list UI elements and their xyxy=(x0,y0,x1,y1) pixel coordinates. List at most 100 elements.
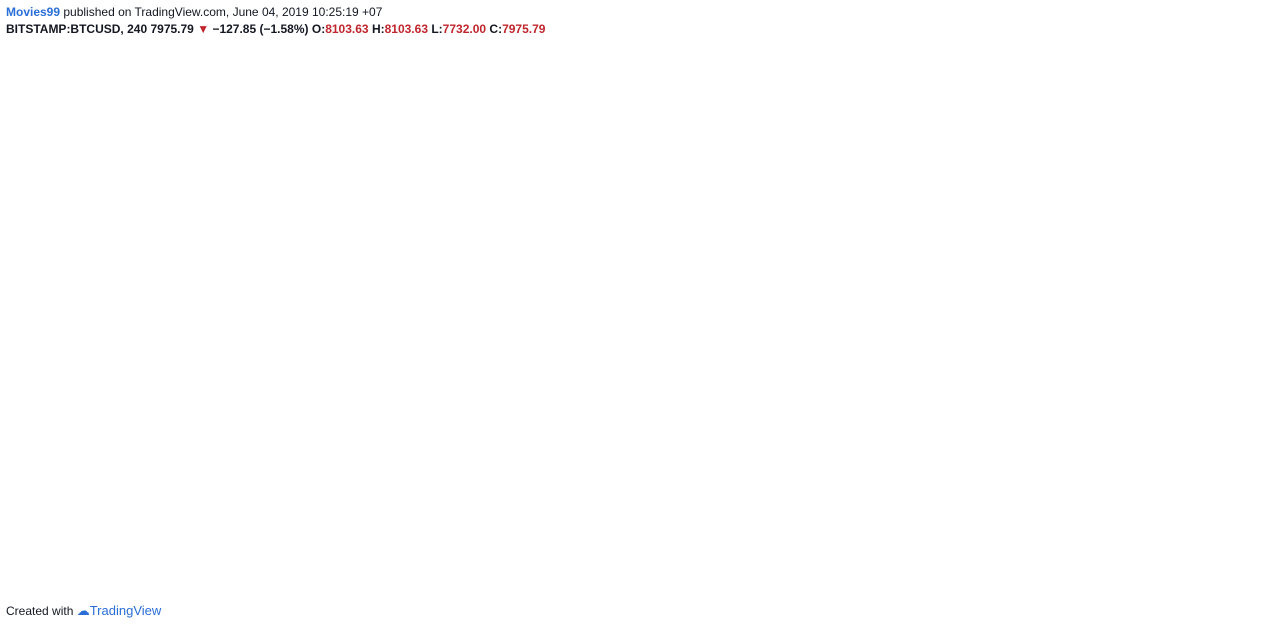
volume-bar xyxy=(296,557,300,564)
candle-body xyxy=(411,372,415,391)
candle-body xyxy=(396,337,399,343)
volume-bar xyxy=(195,553,198,564)
candle-body xyxy=(692,283,696,299)
candle-body xyxy=(458,419,462,430)
candle-body xyxy=(583,355,586,357)
fib-level-label: 1.618(11294.82) xyxy=(610,46,690,58)
candle-body xyxy=(758,304,762,311)
candle-body xyxy=(166,562,169,565)
volume-bar xyxy=(421,546,424,564)
volume-bar xyxy=(577,538,580,564)
candle-body xyxy=(64,567,68,573)
volume-bar xyxy=(327,537,331,564)
volume-bar xyxy=(780,516,783,564)
candle-body xyxy=(84,569,87,572)
candle-body xyxy=(509,369,512,376)
candle-body xyxy=(641,296,645,299)
candle-body xyxy=(579,356,582,358)
candle-body xyxy=(310,481,313,487)
price-badge-label: 8476.10 xyxy=(1213,309,1250,320)
author-name[interactable]: Movies99 xyxy=(6,5,61,19)
volume-bar xyxy=(674,556,678,564)
volume-bar xyxy=(429,541,432,564)
price-badge-label: 3.872K xyxy=(1213,506,1246,517)
candle-body xyxy=(649,293,653,298)
candle-body xyxy=(688,283,692,288)
tradingview-brand[interactable]: TradingView xyxy=(89,603,162,618)
y-tick-label: 10800.00 xyxy=(1213,99,1255,110)
y-tick-label: 10000.00 xyxy=(1213,173,1255,184)
wave-label: 4 xyxy=(417,532,425,548)
candle-body xyxy=(259,535,263,539)
candle-body xyxy=(567,360,571,369)
symbol-label: BITSTAMP:BTCUSD, 240 xyxy=(6,22,148,36)
volume-bar xyxy=(655,557,658,564)
candle-body xyxy=(134,567,138,569)
candle-body xyxy=(314,474,317,478)
volume-bar xyxy=(425,555,428,564)
volume-bar xyxy=(152,546,155,564)
x-tick-label: 20 xyxy=(473,574,485,585)
candle-body xyxy=(169,562,173,565)
volume-bar xyxy=(589,542,592,564)
volume-bar xyxy=(643,553,647,564)
candle-body xyxy=(60,568,64,573)
candle-body xyxy=(552,376,555,382)
candle-body xyxy=(684,285,688,289)
volume-bar xyxy=(690,546,694,564)
volume-bar xyxy=(659,543,662,564)
low-label: L: xyxy=(431,22,443,36)
wave-label: 5 xyxy=(689,239,698,256)
close-label: C: xyxy=(489,22,503,36)
candle-body xyxy=(700,319,703,344)
candle-body xyxy=(446,436,450,440)
price-change: −127.85 (−1.58%) xyxy=(212,22,309,36)
volume-bar xyxy=(596,537,600,564)
candle-body xyxy=(17,574,21,578)
trendline-3 xyxy=(119,504,1205,567)
volume-bar xyxy=(733,553,736,564)
volume-bar xyxy=(214,552,218,564)
volume-bar xyxy=(515,555,518,564)
volume-bar xyxy=(58,537,62,564)
low-value: 7732.00 xyxy=(442,22,487,36)
candle-body xyxy=(91,566,95,571)
volume-bar xyxy=(374,553,378,564)
wave-label: 5 xyxy=(920,187,926,199)
candle-body xyxy=(244,544,247,546)
volume-bar xyxy=(706,536,709,564)
volume-bar xyxy=(351,515,354,564)
volume-bar xyxy=(378,539,382,564)
tradingview-logo-icon[interactable]: ☁ xyxy=(76,603,90,618)
volume-bar xyxy=(288,539,292,564)
volume-bar xyxy=(639,544,643,564)
volume-bar xyxy=(628,540,631,564)
volume-bar xyxy=(483,552,487,564)
cyan-wave xyxy=(149,260,696,558)
volume-bar xyxy=(160,541,163,564)
volume-bar xyxy=(437,506,440,564)
candle-body xyxy=(637,299,641,301)
candle-body xyxy=(138,564,142,567)
candle-body xyxy=(205,559,208,566)
candle-body xyxy=(21,574,25,576)
y-tick-label: 8000.00 xyxy=(1213,358,1250,369)
candle-body xyxy=(708,336,711,345)
volume-bar xyxy=(729,544,733,564)
volume-bar xyxy=(164,550,167,564)
volume-bar xyxy=(557,539,561,564)
volume-bar xyxy=(686,537,690,564)
candle-body xyxy=(318,467,321,480)
created-with-text: Created with xyxy=(6,604,74,618)
candle-body xyxy=(548,381,551,388)
candle-body xyxy=(513,377,516,381)
volume-bar xyxy=(710,545,713,564)
candle-body xyxy=(754,304,758,309)
volume-bar xyxy=(269,540,272,564)
candle-body xyxy=(591,350,594,355)
candle-body xyxy=(325,453,329,463)
candle-body xyxy=(454,425,458,427)
ma-orange xyxy=(259,405,781,567)
candle-body xyxy=(283,515,286,517)
